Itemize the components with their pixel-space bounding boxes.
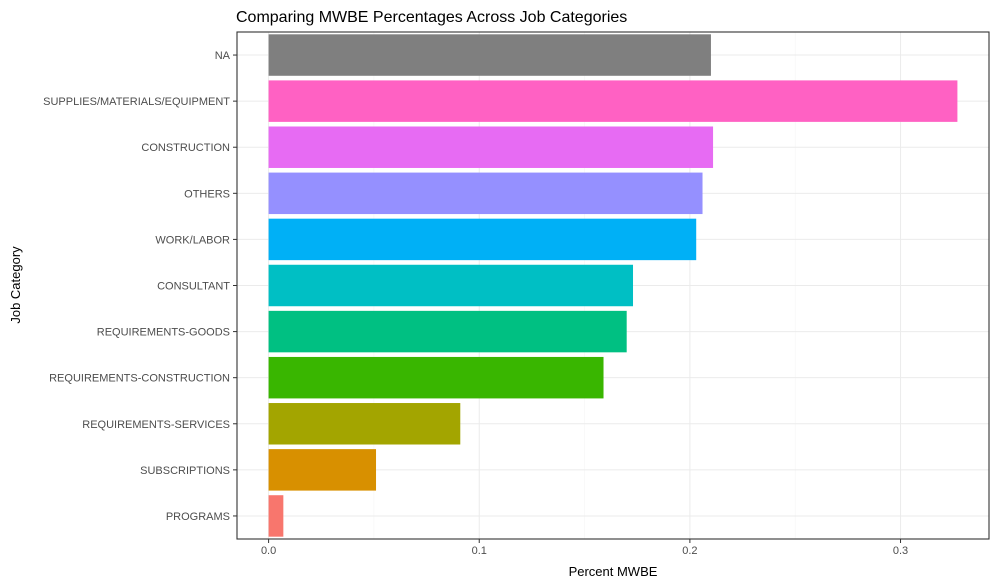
y-tick-label: SUBSCRIPTIONS bbox=[140, 465, 230, 477]
bar-work-labor bbox=[268, 218, 697, 261]
y-tick-label: CONSTRUCTION bbox=[141, 142, 230, 154]
bar-construction bbox=[268, 126, 714, 168]
y-tick-label: SUPPLIES/MATERIALS/EQUIPMENT bbox=[43, 96, 230, 108]
x-axis: 0.0 0.1 0.2 0.3 bbox=[261, 539, 908, 557]
chart-title: Comparing MWBE Percentages Across Job Ca… bbox=[236, 9, 627, 26]
y-tick-label: NA bbox=[215, 50, 231, 62]
bar-requirements-construction bbox=[268, 356, 604, 399]
x-tick-label: 0.1 bbox=[472, 545, 487, 557]
y-tick-label: OTHERS bbox=[184, 188, 230, 200]
y-tick-label: WORK/LABOR bbox=[155, 234, 230, 246]
bar-subscriptions bbox=[268, 449, 377, 491]
y-axis-title: Job Category bbox=[8, 246, 23, 324]
bar-requirements-services bbox=[268, 403, 461, 445]
y-tick-label: CONSULTANT bbox=[157, 281, 230, 293]
bars bbox=[268, 34, 958, 537]
x-tick-label: 0.2 bbox=[682, 545, 697, 557]
bar-others bbox=[268, 172, 703, 215]
x-tick-label: 0.3 bbox=[893, 545, 908, 557]
bar-programs bbox=[268, 495, 284, 537]
y-tick-label: REQUIREMENTS-GOODS bbox=[97, 327, 230, 339]
y-tick-label: PROGRAMS bbox=[166, 511, 230, 523]
bar-na bbox=[268, 34, 711, 76]
y-axis: NA SUPPLIES/MATERIALS/EQUIPMENT CONSTRUCTI… bbox=[43, 50, 237, 523]
x-tick-label: 0.0 bbox=[261, 545, 276, 557]
x-axis-title: Percent MWBE bbox=[569, 564, 658, 579]
bar-consultant bbox=[268, 264, 634, 307]
bar-requirements-goods bbox=[268, 310, 627, 353]
y-tick-label: REQUIREMENTS-CONSTRUCTION bbox=[49, 373, 230, 385]
y-tick-label: REQUIREMENTS-SERVICES bbox=[82, 419, 230, 431]
bar-supplies-materials-equipment bbox=[268, 80, 958, 122]
